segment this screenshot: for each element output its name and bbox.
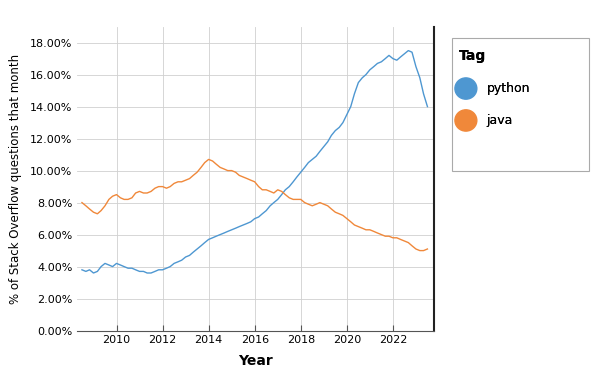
Circle shape (455, 78, 477, 99)
Circle shape (455, 78, 477, 99)
Circle shape (455, 110, 477, 131)
Text: python: python (487, 82, 530, 95)
Text: Tag: Tag (459, 49, 486, 63)
X-axis label: Year: Year (239, 354, 273, 368)
Circle shape (455, 110, 477, 131)
Y-axis label: % of Stack Overflow questions that month: % of Stack Overflow questions that month (9, 54, 22, 304)
Text: python: python (487, 82, 530, 95)
Text: Tag: Tag (459, 49, 486, 63)
FancyBboxPatch shape (452, 38, 589, 171)
Text: java: java (487, 114, 513, 127)
Text: java: java (487, 114, 513, 127)
